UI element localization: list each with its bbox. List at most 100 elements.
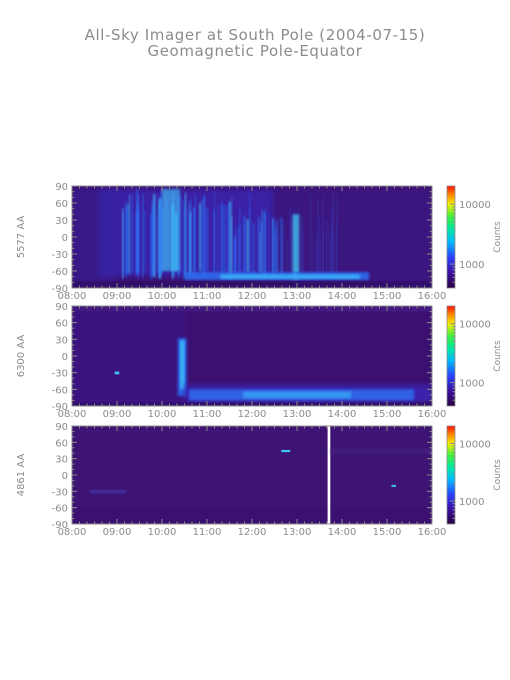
- auroral-arc: [330, 220, 332, 277]
- auroral-arc: [333, 198, 335, 277]
- x-tick-label: 16:00: [418, 291, 447, 302]
- colorbar: [446, 185, 456, 289]
- auroral-arc: [277, 219, 279, 274]
- auroral-arc: [158, 209, 160, 277]
- auroral-arc: [327, 223, 329, 277]
- auroral-arc: [138, 204, 140, 273]
- y-tick-label: -90: [52, 520, 68, 531]
- colorbar: [446, 425, 456, 525]
- auroral-arc: [233, 236, 237, 274]
- auroral-arc: [143, 210, 146, 272]
- auroral-arc: [231, 196, 233, 274]
- auroral-arc: [251, 220, 253, 277]
- auroral-arc: [334, 238, 336, 277]
- bright-band: [220, 274, 360, 279]
- auroral-arc: [156, 210, 158, 280]
- auroral-arc: [289, 205, 291, 277]
- x-tick-label: 08:00: [58, 409, 87, 420]
- y-axis-label: 6300 AA: [16, 335, 27, 378]
- bright-spot: [391, 484, 396, 487]
- colorbar-label: Counts: [493, 340, 503, 372]
- auroral-arc: [238, 207, 241, 276]
- auroral-arc: [302, 232, 304, 277]
- auroral-arc: [243, 222, 246, 274]
- x-tick-label: 15:00: [373, 527, 402, 538]
- auroral-arc: [189, 211, 192, 276]
- y-tick-label: -60: [52, 385, 68, 396]
- y-axis-label: 5577 AA: [16, 216, 27, 259]
- auroral-arc: [194, 195, 197, 272]
- y-tick-label: -30: [52, 250, 68, 261]
- auroral-arc: [221, 203, 224, 275]
- x-tick-label: 12:00: [238, 291, 267, 302]
- x-tick-label: 16:00: [418, 409, 447, 420]
- x-tick-label: 15:00: [373, 409, 402, 420]
- colorbar-tick-label: 10000: [459, 320, 491, 331]
- auroral-arc: [259, 231, 261, 274]
- auroral-arc: [205, 208, 209, 272]
- y-tick-label: 0: [62, 352, 68, 363]
- auroral-arc: [213, 209, 215, 279]
- auroral-arc: [143, 193, 144, 277]
- y-tick-label: 30: [55, 335, 68, 346]
- auroral-arc: [152, 194, 156, 278]
- auroral-arc: [213, 191, 216, 272]
- bright-streak: [180, 340, 185, 390]
- auroral-arc: [201, 211, 203, 272]
- x-tick-label: 12:00: [238, 409, 267, 420]
- auroral-arc: [301, 216, 303, 277]
- emission-region: [72, 188, 117, 283]
- auroral-arc: [192, 207, 195, 274]
- auroral-arc: [159, 208, 161, 275]
- auroral-arc: [246, 219, 249, 273]
- auroral-arc: [318, 216, 320, 277]
- auroral-arc: [312, 229, 314, 277]
- heatmap-image: [72, 306, 432, 406]
- colorbar-label: Counts: [493, 221, 503, 253]
- auroral-arc: [182, 200, 185, 279]
- auroral-arc: [336, 218, 338, 277]
- chart-subtitle: Geomagnetic Pole-Equator: [147, 42, 363, 60]
- x-tick-label: 10:00: [148, 527, 177, 538]
- colorbar: [446, 305, 456, 407]
- x-tick-label: 11:00: [193, 527, 222, 538]
- auroral-arc: [122, 208, 124, 280]
- x-tick-label: 09:00: [103, 291, 132, 302]
- auroral-arc: [228, 201, 231, 279]
- emission-region: [72, 311, 185, 406]
- colorbar-tick-label: 10000: [459, 439, 491, 450]
- auroral-arc: [332, 193, 334, 277]
- auroral-arc: [257, 216, 260, 272]
- auroral-arc: [291, 218, 293, 277]
- auroral-arc: [287, 237, 289, 277]
- emission-region: [274, 188, 432, 283]
- auroral-arc: [274, 227, 277, 272]
- auroral-arc: [160, 190, 163, 274]
- heatmap-image: [72, 426, 432, 524]
- x-tick-label: 10:00: [148, 291, 177, 302]
- y-tick-label: 60: [55, 438, 68, 449]
- auroral-arc: [227, 204, 230, 278]
- auroral-arc: [198, 203, 201, 272]
- y-tick-label: 90: [55, 302, 68, 313]
- x-tick-label: 16:00: [418, 527, 447, 538]
- auroral-arc: [223, 204, 227, 274]
- auroral-arc: [231, 196, 232, 278]
- bright-spike: [162, 188, 180, 271]
- auroral-arc: [317, 200, 319, 277]
- auroral-arc: [188, 204, 190, 278]
- auroral-arc: [249, 192, 251, 275]
- auroral-arc: [141, 213, 143, 278]
- y-tick-label: -90: [52, 284, 68, 295]
- emission-region: [72, 426, 432, 508]
- colorbar-tick-label: 1000: [459, 260, 484, 271]
- auroral-arc: [280, 217, 283, 277]
- auroral-arc: [322, 195, 324, 277]
- x-tick-label: 14:00: [328, 291, 357, 302]
- colorbar-tick-label: 1000: [459, 497, 484, 508]
- auroral-arc: [283, 221, 285, 277]
- auroral-arc: [136, 201, 139, 272]
